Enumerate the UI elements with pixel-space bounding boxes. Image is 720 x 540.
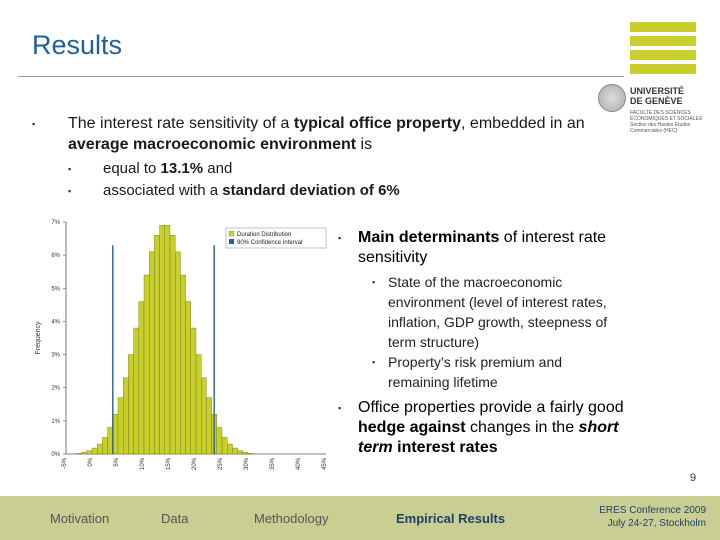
bullet-icon: ▪ — [372, 277, 376, 287]
histogram-bar — [190, 327, 197, 455]
histogram-bar — [164, 225, 171, 455]
histogram-bar — [122, 377, 129, 455]
histogram-bar — [247, 453, 254, 455]
histogram-bar — [117, 397, 124, 455]
bullet-icon: ▪ — [372, 357, 376, 367]
y-tick-label: 2% — [51, 386, 60, 392]
histogram-bar — [86, 450, 93, 455]
histogram-bar — [112, 414, 119, 455]
logo-university-name: UNIVERSITÉ DE GENÈVE — [630, 86, 685, 106]
histogram-bar — [159, 225, 166, 455]
slide-title: Results — [32, 30, 123, 60]
nav-methodology[interactable]: Methodology — [254, 511, 329, 526]
y-axis-label: Frequency — [35, 321, 42, 355]
legend-swatch-distribution — [228, 230, 235, 237]
nav-data[interactable]: Data — [161, 511, 189, 526]
footer-bar: Motivation Data Methodology Empirical Re… — [0, 496, 720, 540]
histogram-bar — [81, 452, 87, 455]
chart-legend — [225, 227, 327, 249]
university-seal-icon — [598, 84, 626, 112]
histogram-bar — [226, 443, 233, 455]
x-tick-label: 30% — [244, 457, 250, 470]
legend-swatch-ci — [229, 239, 234, 244]
y-tick-label: 5% — [51, 286, 60, 292]
histogram-bar — [133, 327, 139, 455]
university-logo: UNIVERSITÉ DE GENÈVE FACULTÉ DES SCIENCE… — [596, 18, 716, 148]
page-number: 9 — [690, 472, 697, 484]
x-tick-label: -5% — [62, 457, 68, 468]
right-sub-premium: Property’s risk premium and remaining li… — [388, 354, 563, 390]
logo-bars-icon — [630, 18, 702, 86]
nav-motivation[interactable]: Motivation — [50, 511, 110, 526]
x-tick-label: 0% — [88, 457, 94, 466]
histogram-bar — [148, 251, 155, 455]
right-bullet-hedge: Office properties provide a fairly good … — [358, 399, 624, 456]
histogram-bar — [91, 447, 98, 455]
histogram-bar — [221, 437, 228, 455]
bullet-icon: ▪ — [68, 186, 72, 196]
x-tick-label: 20% — [192, 457, 198, 470]
histogram-bar — [200, 377, 207, 455]
x-tick-label: 35% — [270, 457, 276, 470]
main-bullet: The interest rate sensitivity of a typic… — [68, 115, 585, 153]
nav-empirical-results[interactable]: Empirical Results — [396, 511, 506, 526]
y-tick-label: 7% — [51, 220, 60, 226]
y-tick-label: 6% — [51, 253, 60, 259]
histogram-bar — [138, 301, 145, 455]
histogram-bar — [242, 452, 249, 455]
sub-bullet-stddev: associated with a standard deviation of … — [103, 182, 400, 199]
bullet-icon: ▪ — [338, 233, 342, 243]
bullet-icon: ▪ — [32, 119, 36, 129]
histogram-bar — [107, 427, 113, 455]
title-divider — [18, 76, 624, 77]
y-tick-label: 0% — [51, 452, 60, 458]
histogram-bar — [216, 427, 223, 455]
x-tick-label: 45% — [322, 457, 328, 470]
x-tick-label: 25% — [218, 457, 224, 470]
histogram-bar — [154, 235, 160, 455]
x-tick-label: 40% — [296, 457, 302, 470]
legend-label-ci: 90% Confidence Interval — [237, 240, 302, 246]
duration-histogram: 0%1%2%3%4%5%6%7% -5% 0% 5% 10% 15% 20% 25% 30% 3… — [35, 220, 328, 470]
histogram-bar — [169, 235, 176, 455]
legend-label-distribution: Duration Distribution — [237, 232, 291, 238]
x-tick-label: 15% — [166, 457, 172, 470]
histogram-bar — [180, 274, 186, 455]
y-tick-label: 4% — [51, 319, 60, 325]
y-tick-label: 1% — [51, 419, 60, 425]
histogram-bar — [237, 450, 244, 455]
x-tick-label: 10% — [140, 457, 146, 470]
histogram-bar — [76, 453, 82, 455]
bullet-icon: ▪ — [68, 164, 72, 174]
right-bullet-determinants: Main determinants of interest rate sensi… — [358, 229, 607, 266]
right-sub-macro: State of the macroeconomic environment (… — [388, 274, 608, 350]
histogram-bar — [206, 397, 212, 455]
histogram-bar — [174, 251, 181, 455]
sub-bullet-sensitivity: equal to 13.1% and — [103, 160, 233, 177]
histogram-bar — [143, 274, 150, 455]
histogram-bar — [185, 301, 192, 455]
histogram-bar — [102, 437, 108, 455]
y-tick-label: 3% — [51, 353, 60, 359]
bullet-icon: ▪ — [338, 403, 342, 413]
histogram-bar — [128, 354, 134, 455]
x-tick-label: 5% — [114, 457, 120, 466]
histogram-bar — [195, 354, 202, 455]
histogram-bar — [96, 443, 103, 455]
histogram-bar — [232, 447, 238, 455]
logo-faculty-name: FACULTÉ DES SCIENCES ÉCONOMIQUES ET SOCI… — [630, 110, 703, 134]
conference-info: ERES Conference 2009 July 24-27, Stockho… — [599, 505, 706, 529]
